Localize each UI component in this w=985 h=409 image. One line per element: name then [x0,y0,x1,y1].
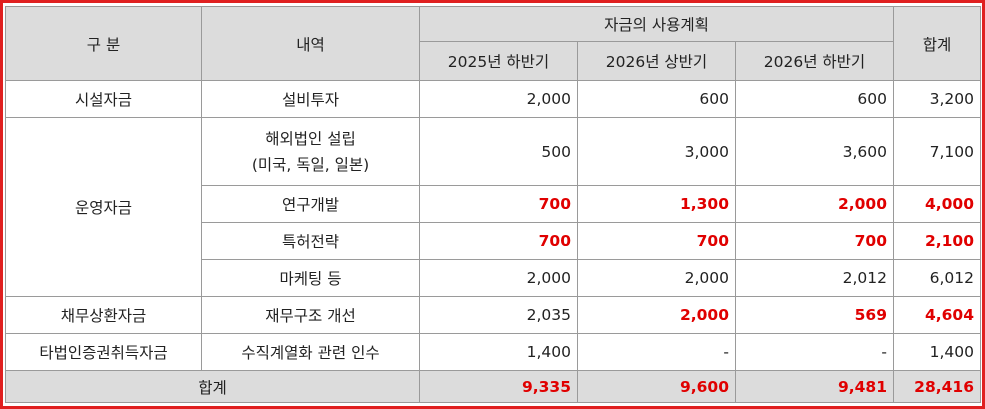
table-row: 마케팅 등 2,000 2,000 2,012 6,012 [6,259,981,297]
cell-value: 2,000 [577,259,736,297]
header-period: 2026년 상반기 [577,41,736,81]
cell-value: - [577,333,736,371]
grand-total-value: 28,416 [893,370,981,403]
fund-usage-table: 구 분 내역 자금의 사용계획 합계 2025년 하반기 2026년 상반기 2… [5,6,981,403]
row-detail: 해외법인 설립 (미국, 독일, 일본) [201,117,420,186]
cell-total: 3,200 [893,80,981,118]
cell-total: 6,012 [893,259,981,297]
row-detail: 마케팅 등 [201,259,420,297]
cell-value: 2,012 [735,259,894,297]
total-row: 합계 9,335 9,600 9,481 28,416 [5,370,981,403]
table-row: 타법인증권취득자금 수직계열화 관련 인수 1,400 - - 1,400 [5,333,981,371]
cell-value: 700 [577,222,736,260]
row-detail: 수직계열화 관련 인수 [201,333,420,371]
total-value: 9,481 [735,370,894,403]
row-detail-line: (미국, 독일, 일본) [251,155,370,174]
row-detail: 재무구조 개선 [201,296,420,334]
row-detail: 특허전략 [201,222,420,260]
row-category: 운영자금 [5,117,202,297]
table-row: 연구개발 700 1,300 2,000 4,000 [6,185,981,223]
cell-value: 2,035 [419,296,578,334]
cell-value: 700 [419,222,578,260]
cell-value: 569 [735,296,894,334]
cell-value: 700 [735,222,894,260]
cell-total: 2,100 [893,222,981,260]
cell-value: 2,000 [735,185,894,223]
row-category: 시설자금 [5,80,202,118]
total-value: 9,600 [577,370,736,403]
table-row: 채무상환자금 재무구조 개선 2,035 2,000 569 4,604 [5,296,981,334]
cell-value: 2,000 [419,80,578,118]
cell-value: - [735,333,894,371]
cell-value: 2,000 [419,259,578,297]
header-category: 구 분 [5,6,202,81]
table-row: 시설자금 설비투자 2,000 600 600 3,200 [5,80,981,118]
cell-total: 4,000 [893,185,981,223]
cell-value: 600 [577,80,736,118]
header-plan-group: 자금의 사용계획 [419,6,894,42]
total-value: 9,335 [419,370,578,403]
header-period: 2026년 하반기 [735,41,894,81]
cell-total: 7,100 [893,117,981,186]
cell-value: 3,000 [577,117,736,186]
header-detail: 내역 [201,6,420,81]
cell-value: 500 [419,117,578,186]
header-period: 2025년 하반기 [419,41,578,81]
table-row: 운영자금 해외법인 설립 (미국, 독일, 일본) 500 3,000 3,60… [5,117,981,297]
cell-value: 3,600 [735,117,894,186]
cell-total: 4,604 [893,296,981,334]
header-total: 합계 [893,6,981,81]
cell-value: 2,000 [577,296,736,334]
cell-value: 1,400 [419,333,578,371]
cell-value: 1,300 [577,185,736,223]
cell-total: 1,400 [893,333,981,371]
row-category: 타법인증권취득자금 [5,333,202,371]
total-label: 합계 [5,370,420,403]
row-detail-line: 해외법인 설립 [265,129,356,148]
cell-value: 600 [735,80,894,118]
row-category: 채무상환자금 [5,296,202,334]
row-detail: 연구개발 [201,185,420,223]
row-detail: 설비투자 [201,80,420,118]
cell-value: 700 [419,185,578,223]
table-row: 특허전략 700 700 700 2,100 [6,222,981,260]
